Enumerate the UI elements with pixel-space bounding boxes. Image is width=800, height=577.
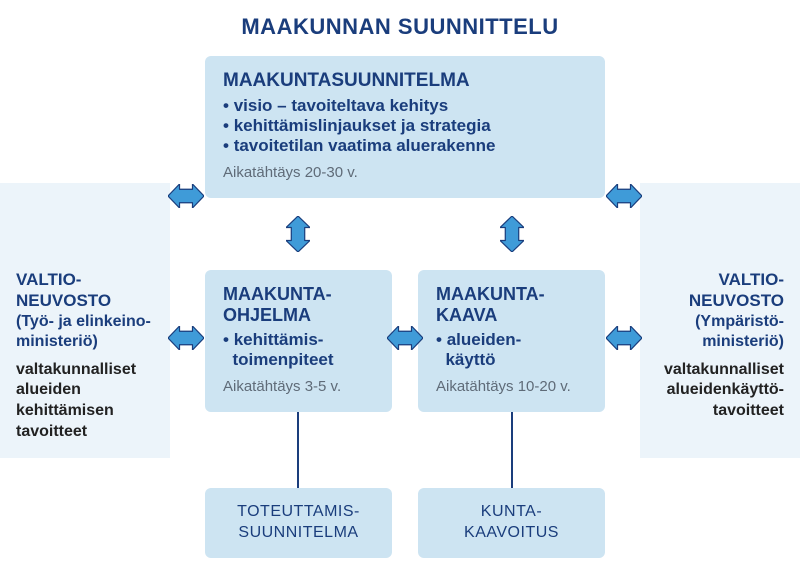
box-toteuttamissuunnitelma: TOTEUTTAMIS- SUUNNITELMA — [205, 488, 392, 558]
side-left-heading-l2: NEUVOSTO — [16, 291, 111, 310]
box-kuntakaavoitus: KUNTA- KAAVOITUS — [418, 488, 605, 558]
box-midleft-heading-l2: OHJELMA — [223, 305, 311, 325]
double-arrow-icon — [606, 184, 642, 208]
box-midleft-bullet-l2: toimenpiteet — [232, 350, 333, 369]
double-arrow-icon — [168, 326, 204, 350]
box-top-bullet-1: visio – tavoiteltava kehitys — [223, 96, 587, 116]
box-midright-heading-l1: MAAKUNTA- — [436, 284, 545, 304]
box-bottomright-l2: KAAVOITUS — [464, 524, 559, 541]
diagram-title: MAAKUNNAN SUUNNITTELU — [0, 14, 800, 40]
connector-line — [297, 412, 299, 488]
side-left-body-l4: tavoitteet — [16, 423, 87, 440]
side-right-sub-l1: (Ympäristö- — [695, 313, 784, 330]
box-midright-bullet: alueiden- käyttö — [436, 330, 587, 370]
box-midleft-bullet-l1: kehittämis- — [234, 330, 324, 349]
box-midleft-bullets: kehittämis- toimenpiteet — [223, 330, 374, 370]
box-midright-heading-l2: KAAVA — [436, 305, 497, 325]
side-left-sub-l2: ministeriö) — [16, 333, 98, 350]
side-right-sub-l2: ministeriö) — [702, 333, 784, 350]
box-midright-bullet-l1: alueiden- — [447, 330, 522, 349]
box-maakuntakaava: MAAKUNTA- KAAVA alueiden- käyttö Aikatäh… — [418, 270, 605, 412]
double-arrow-icon — [387, 326, 423, 350]
box-midleft-footnote: Aikatähtäys 3-5 v. — [223, 378, 374, 395]
side-panel-left: VALTIO- NEUVOSTO (Työ- ja elinkeino- min… — [0, 183, 170, 458]
side-left-sub-l1: (Työ- ja elinkeino- — [16, 313, 151, 330]
double-arrow-icon — [168, 184, 204, 208]
side-left-sub: (Työ- ja elinkeino- ministeriö) — [16, 312, 154, 352]
side-right-body-l3: tavoitteet — [713, 402, 784, 419]
side-panel-right: VALTIO- NEUVOSTO (Ympäristö- ministeriö)… — [640, 183, 800, 458]
box-top-bullets: visio – tavoiteltava kehitys kehittämisl… — [223, 96, 587, 156]
box-top-heading: MAAKUNTASUUNNITELMA — [223, 70, 587, 92]
box-midleft-heading-l1: MAAKUNTA- — [223, 284, 332, 304]
side-right-body-l2: alueidenkäyttö- — [667, 381, 784, 398]
box-maakuntasuunnitelma: MAAKUNTASUUNNITELMA visio – tavoiteltava… — [205, 56, 605, 198]
side-left-body-l3: kehittämisen — [16, 402, 114, 419]
box-bottomleft-l2: SUUNNITELMA — [238, 524, 358, 541]
side-right-heading-l2: NEUVOSTO — [689, 291, 784, 310]
side-left-body-l2: alueiden — [16, 381, 81, 398]
side-left-heading: VALTIO- NEUVOSTO — [16, 269, 154, 312]
box-midleft-heading: MAAKUNTA- OHJELMA — [223, 284, 374, 326]
box-top-bullet-2: kehittämislinjaukset ja strategia — [223, 116, 587, 136]
box-midleft-bullet: kehittämis- toimenpiteet — [223, 330, 374, 370]
box-maakuntaohjelma: MAAKUNTA- OHJELMA kehittämis- toimenpite… — [205, 270, 392, 412]
double-arrow-icon — [606, 326, 642, 350]
side-right-body: valtakunnalliset alueidenkäyttö- tavoitt… — [656, 360, 784, 422]
box-top-bullet-3: tavoitetilan vaatima aluerakenne — [223, 136, 587, 156]
side-right-body-l1: valtakunnalliset — [664, 361, 784, 378]
box-bottomright-l1: KUNTA- — [481, 503, 542, 520]
side-right-heading: VALTIO- NEUVOSTO — [656, 269, 784, 312]
box-midright-bullets: alueiden- käyttö — [436, 330, 587, 370]
box-top-footnote: Aikatähtäys 20-30 v. — [223, 164, 587, 181]
side-right-sub: (Ympäristö- ministeriö) — [656, 312, 784, 352]
side-right-heading-l1: VALTIO- — [719, 270, 784, 289]
double-arrow-icon — [286, 216, 310, 252]
box-midright-footnote: Aikatähtäys 10-20 v. — [436, 378, 587, 395]
connector-line — [511, 412, 513, 488]
side-left-heading-l1: VALTIO- — [16, 270, 81, 289]
box-bottomleft-l1: TOTEUTTAMIS- — [237, 503, 360, 520]
side-left-body: valtakunnalliset alueiden kehittämisen t… — [16, 360, 154, 443]
box-midright-bullet-l2: käyttö — [445, 350, 495, 369]
box-midright-heading: MAAKUNTA- KAAVA — [436, 284, 587, 326]
side-left-body-l1: valtakunnalliset — [16, 361, 136, 378]
double-arrow-icon — [500, 216, 524, 252]
